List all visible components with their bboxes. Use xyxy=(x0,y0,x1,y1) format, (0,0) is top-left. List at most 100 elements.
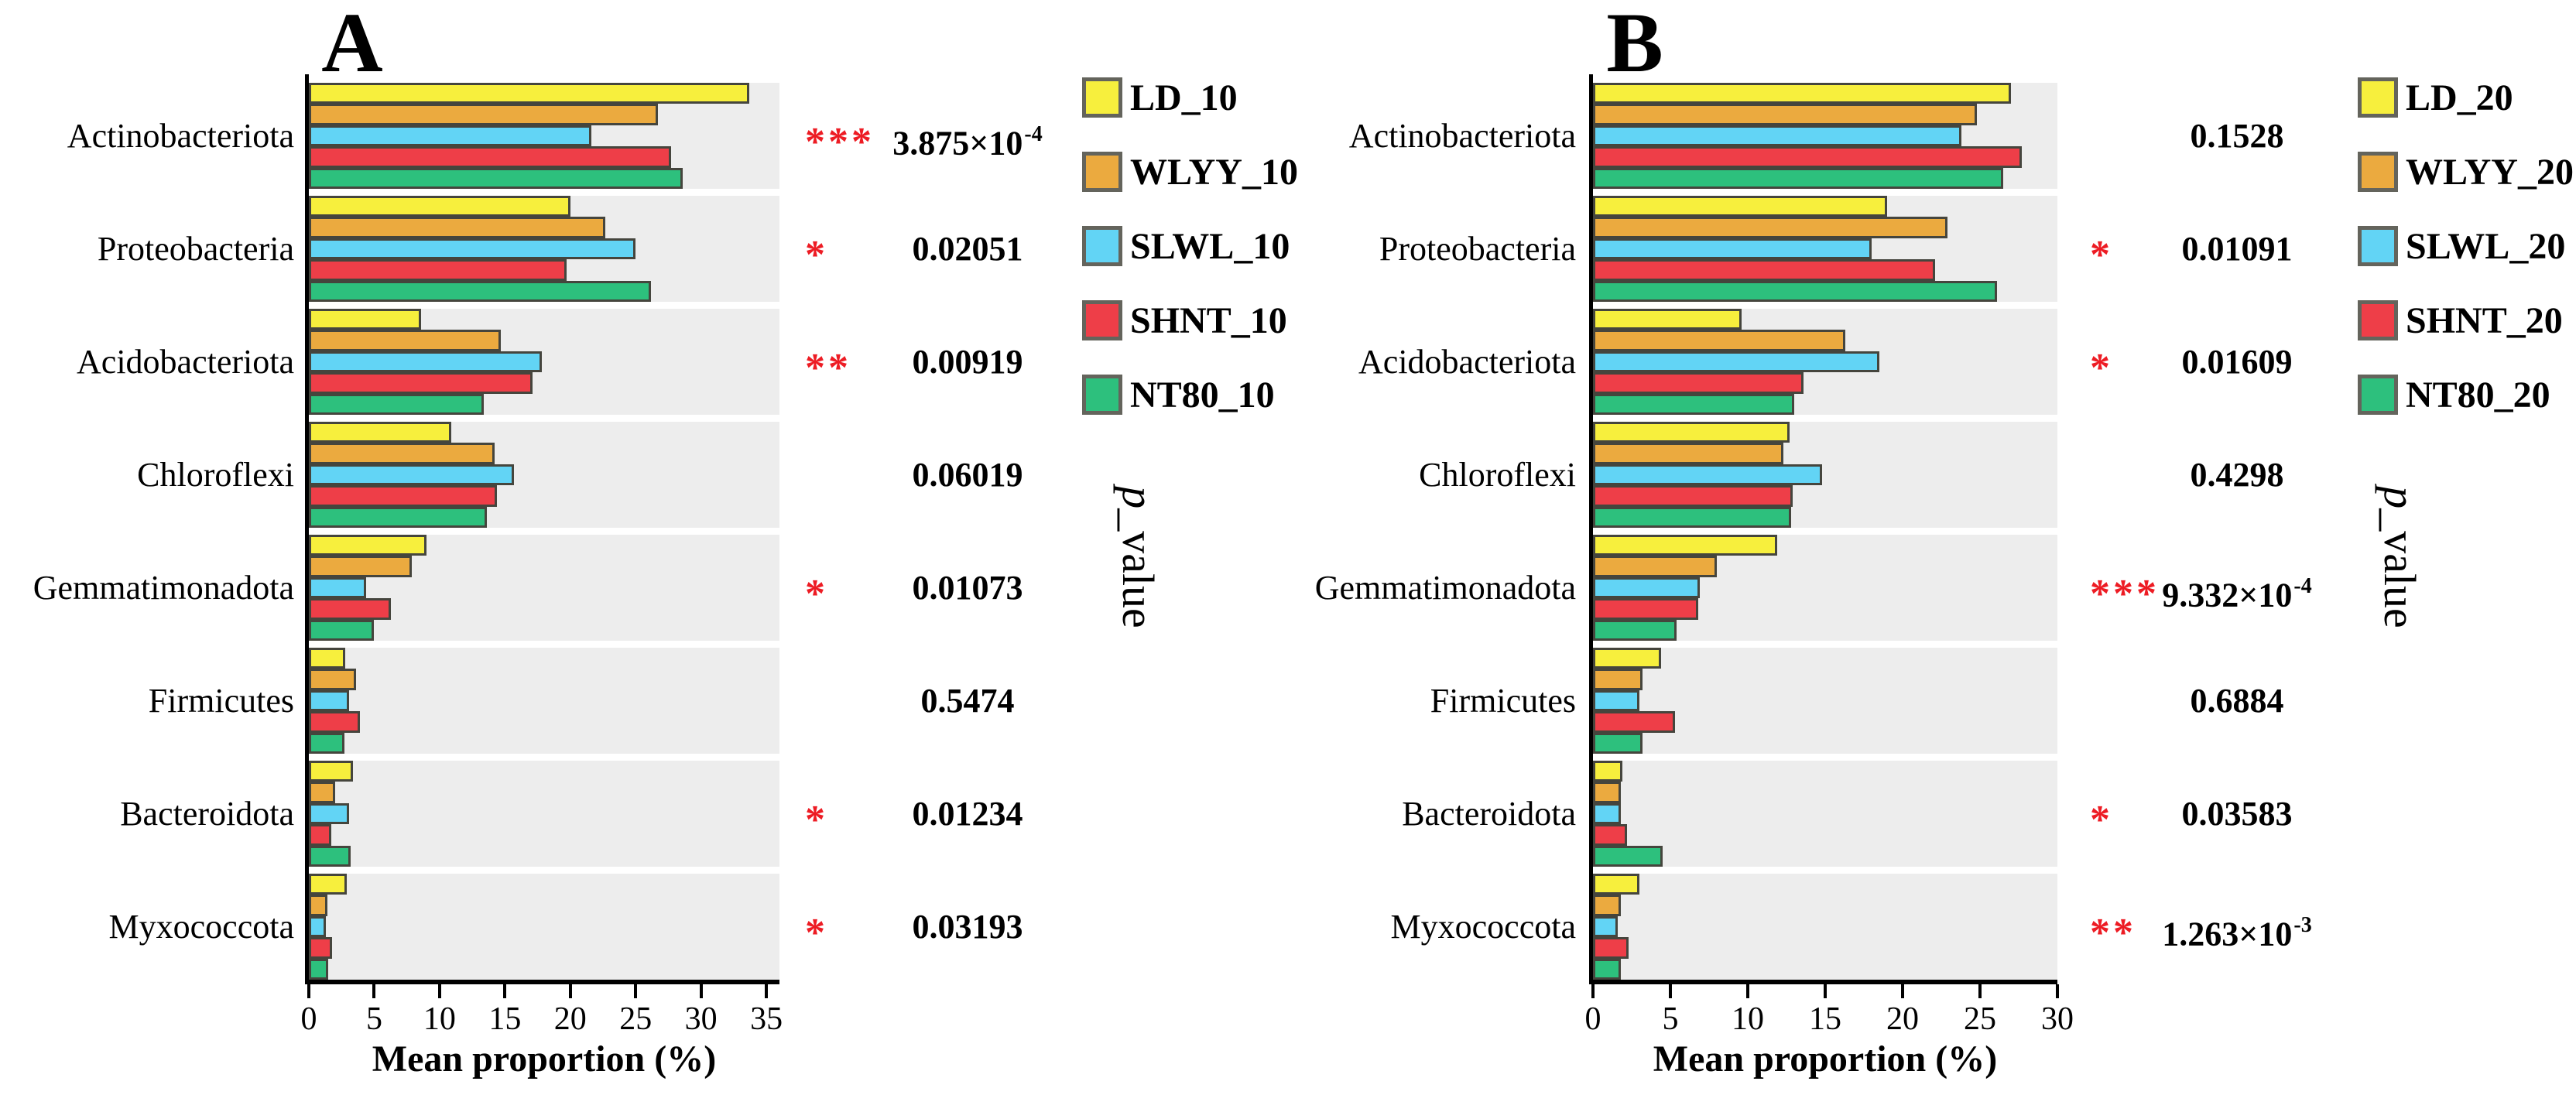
p-value-text: 0.1528 xyxy=(2105,116,2369,156)
bar-NT80_20-Chloroflexi xyxy=(1593,506,1791,528)
bar-SLWL_20-Proteobacteria xyxy=(1593,238,1872,260)
bar-LD_10-Proteobacteria xyxy=(309,196,570,217)
p-value-exponent: -4 xyxy=(2293,573,2312,598)
bar-LD_10-Gemmatimonadota xyxy=(309,535,426,556)
category-label: Bacteroidota xyxy=(120,794,294,833)
bar-NT80_10-Actinobacteriota xyxy=(309,167,683,189)
significance-stars: * xyxy=(805,910,828,955)
significance-stars: * xyxy=(805,571,828,616)
significance-stars: * xyxy=(805,797,828,842)
p-value-base: 0.03193 xyxy=(912,907,1023,946)
bar-LD_20-Actinobacteriota xyxy=(1593,83,2011,104)
category-label: Chloroflexi xyxy=(137,455,294,494)
x-axis-tick xyxy=(503,984,507,998)
bar-LD_20-Myxococcota xyxy=(1593,874,1639,895)
bar-SHNT_20-Bacteroidota xyxy=(1593,824,1627,846)
bar-NT80_20-Actinobacteriota xyxy=(1593,167,2003,189)
legend-label-LD_10: LD_10 xyxy=(1130,77,1238,118)
x-axis-tick-label: 30 xyxy=(684,1001,718,1037)
bar-SHNT_10-Bacteroidota xyxy=(309,824,331,846)
bar-LD_20-Acidobacteriota xyxy=(1593,309,1742,330)
bar-WLYY_10-Gemmatimonadota xyxy=(309,556,413,577)
x-axis-tick xyxy=(372,984,376,998)
category-label: Acidobacteriota xyxy=(1358,342,1576,381)
legend-label-NT80_20: NT80_20 xyxy=(2406,375,2550,416)
p-value-base: 0.1528 xyxy=(2190,116,2284,155)
bar-SLWL_10-Myxococcota xyxy=(309,915,326,938)
bar-SLWL_20-Gemmatimonadota xyxy=(1593,577,1700,599)
bar-LD_10-Actinobacteriota xyxy=(309,83,750,104)
legend-swatch-SLWL_20 xyxy=(2358,226,2398,266)
bar-SHNT_20-Gemmatimonadota xyxy=(1593,598,1698,620)
bar-NT80_10-Acidobacteriota xyxy=(309,393,485,415)
category-label: Gemmatimonadota xyxy=(1314,568,1576,607)
bar-SHNT_20-Chloroflexi xyxy=(1593,485,1793,507)
category-label: Acidobacteriota xyxy=(77,342,294,381)
p-value-exponent: -4 xyxy=(1024,121,1043,146)
x-axis-title: Mean proportion (%) xyxy=(1653,1038,1998,1079)
category-label: Myxococcota xyxy=(108,907,294,946)
category-label: Actinobacteriota xyxy=(67,116,294,155)
bar-SHNT_10-Gemmatimonadota xyxy=(309,598,392,620)
p-value-text: 0.02051 xyxy=(836,229,1099,269)
p-value-base: 3.875×10 xyxy=(892,124,1023,163)
legend-item-NT80_10: NT80_10 xyxy=(1082,375,1314,416)
category-band xyxy=(1593,874,2057,980)
bar-WLYY_20-Actinobacteriota xyxy=(1593,104,1977,125)
legend-label-SLWL_20: SLWL_20 xyxy=(2406,226,2566,267)
p-value-text: 0.01091 xyxy=(2105,229,2369,269)
right-axis-label-italic-p: p xyxy=(2375,486,2425,509)
category-band xyxy=(309,761,779,867)
bar-SHNT_20-Acidobacteriota xyxy=(1593,372,1804,394)
p-value-base: 0.01234 xyxy=(912,794,1023,833)
x-axis-tick xyxy=(1746,984,1749,998)
bar-SLWL_10-Acidobacteriota xyxy=(309,351,542,373)
legend-item-SHNT_10: SHNT_10 xyxy=(1082,300,1314,341)
x-axis-tick-label: 0 xyxy=(300,1001,317,1037)
significance-stars: *** xyxy=(2090,571,2160,616)
legend-label-SHNT_10: SHNT_10 xyxy=(1130,300,1287,341)
p-value-text: 0.06019 xyxy=(836,455,1099,495)
x-axis-tick-label: 10 xyxy=(423,1001,456,1037)
category-label: Actinobacteriota xyxy=(1348,116,1576,155)
p-value-text: 0.5474 xyxy=(836,681,1099,721)
legend-label-WLYY_20: WLYY_20 xyxy=(2406,152,2574,193)
right-axis-label-p-value: p_value xyxy=(2375,486,2425,628)
y-axis-line xyxy=(1589,74,1593,984)
bar-SLWL_20-Myxococcota xyxy=(1593,915,1618,938)
significance-stars: * xyxy=(2090,345,2113,390)
x-axis-tick-label: 5 xyxy=(365,1001,382,1037)
p-value-text: 0.01234 xyxy=(836,794,1099,834)
legend-swatch-LD_10 xyxy=(1082,77,1122,118)
x-axis-tick-label: 30 xyxy=(2041,1001,2074,1037)
bar-SLWL_20-Firmicutes xyxy=(1593,689,1639,712)
category-label: Gemmatimonadota xyxy=(33,568,294,607)
x-axis-tick-label: 0 xyxy=(1584,1001,1601,1037)
legend-item-LD_20: LD_20 xyxy=(2358,77,2576,118)
category-label: Proteobacteria xyxy=(1379,229,1576,268)
x-axis-tick-label: 35 xyxy=(750,1001,783,1037)
legend-item-SLWL_20: SLWL_20 xyxy=(2358,226,2576,267)
p-value-base: 0.02051 xyxy=(912,229,1023,268)
p-value-text: 0.03193 xyxy=(836,907,1099,947)
bar-LD_20-Gemmatimonadota xyxy=(1593,535,1777,556)
legend-label-NT80_10: NT80_10 xyxy=(1130,375,1275,416)
bar-WLYY_20-Firmicutes xyxy=(1593,669,1643,690)
bar-LD_20-Bacteroidota xyxy=(1593,761,1622,782)
bar-LD_10-Firmicutes xyxy=(309,648,346,669)
x-axis-tick xyxy=(1824,984,1827,998)
bar-WLYY_20-Myxococcota xyxy=(1593,895,1621,916)
legend-swatch-WLYY_20 xyxy=(2358,152,2398,192)
bar-WLYY_10-Firmicutes xyxy=(309,669,356,690)
legend-item-WLYY_20: WLYY_20 xyxy=(2358,152,2576,193)
x-axis-tick xyxy=(307,984,310,998)
y-axis-line xyxy=(305,74,309,984)
bar-WLYY_20-Chloroflexi xyxy=(1593,443,1783,464)
bar-NT80_10-Firmicutes xyxy=(309,732,344,754)
p-value-base: 0.6884 xyxy=(2190,681,2284,720)
bar-SLWL_20-Acidobacteriota xyxy=(1593,351,1879,373)
bar-SHNT_20-Firmicutes xyxy=(1593,711,1675,733)
p-value-base: 1.263×10 xyxy=(2162,915,2293,953)
bar-SLWL_20-Chloroflexi xyxy=(1593,464,1822,486)
legend-swatch-LD_20 xyxy=(2358,77,2398,118)
